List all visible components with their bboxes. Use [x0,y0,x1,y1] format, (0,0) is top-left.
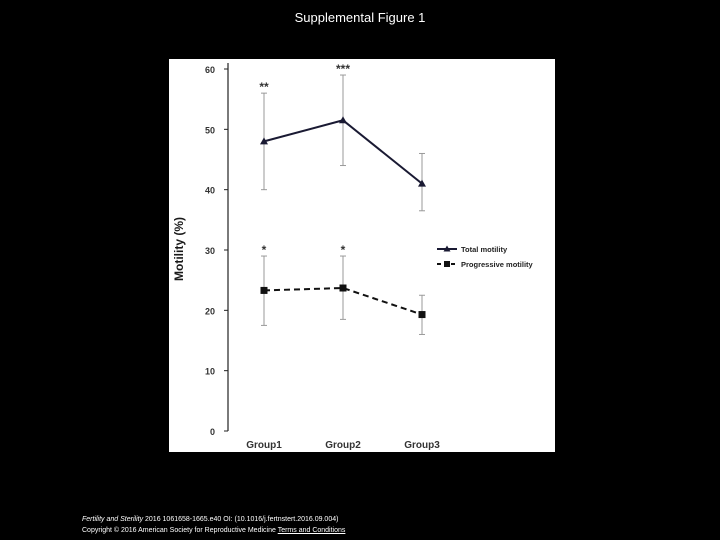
terms-link[interactable]: Terms and Conditions [277,527,346,534]
error-bars [261,74,425,335]
legend-label: Total motility [461,245,508,254]
y-tick-label: 60 [205,65,215,75]
y-tick-label: 20 [205,306,215,316]
copyright-line: Copyright © 2016 American Society for Re… [82,525,345,536]
y-tick-label: 0 [210,427,215,437]
triangle-marker [260,137,268,145]
chart-figure: 0 10 20 30 40 50 60 Group1 Group2 Group3 ** *** * * … [169,59,555,452]
significance-annotations: ****** * [259,62,350,257]
x-tick-label: Group3 [404,440,440,451]
journal-name: Fertility and Sterility [82,516,144,523]
citation-text: 2016 1061658-1665.e40 OI: (10.1016/j.fer… [143,516,339,523]
y-axis-label: Motility (%) [172,217,186,281]
y-tick-label: 50 [205,125,215,135]
square-marker [260,286,268,294]
significance-marker: * [262,243,267,257]
axes: 0 10 20 30 40 50 60 Group1 Group2 Group3 [205,63,440,451]
slide-title: Supplemental Figure 1 [294,10,426,25]
legend-triangle-marker [443,245,451,252]
x-tick-label: Group1 [246,440,282,451]
citation-line: Fertility and Sterility 2016 1061658-166… [82,514,345,525]
y-tick-label: 30 [205,246,215,256]
data-markers [260,116,426,319]
square-marker [418,311,426,319]
square-marker [339,284,347,292]
significance-marker: ** [259,80,269,94]
significance-marker: * [341,243,346,257]
y-tick-label: 40 [205,186,215,196]
y-tick-label: 10 [205,367,215,377]
x-tick-label: Group2 [325,440,361,451]
copyright-text: Copyright © 2016 American Society for Re… [82,527,276,534]
citation-footer: Fertility and Sterility 2016 1061658-166… [82,514,345,536]
triangle-marker [418,179,426,187]
triangle-marker [339,116,347,124]
series-line-progressive-motility [263,287,423,316]
legend: Total motility Progressive motility [437,245,534,269]
legend-label: Progressive motility [461,260,534,269]
significance-marker: *** [336,62,350,76]
legend-square-marker [444,261,450,267]
